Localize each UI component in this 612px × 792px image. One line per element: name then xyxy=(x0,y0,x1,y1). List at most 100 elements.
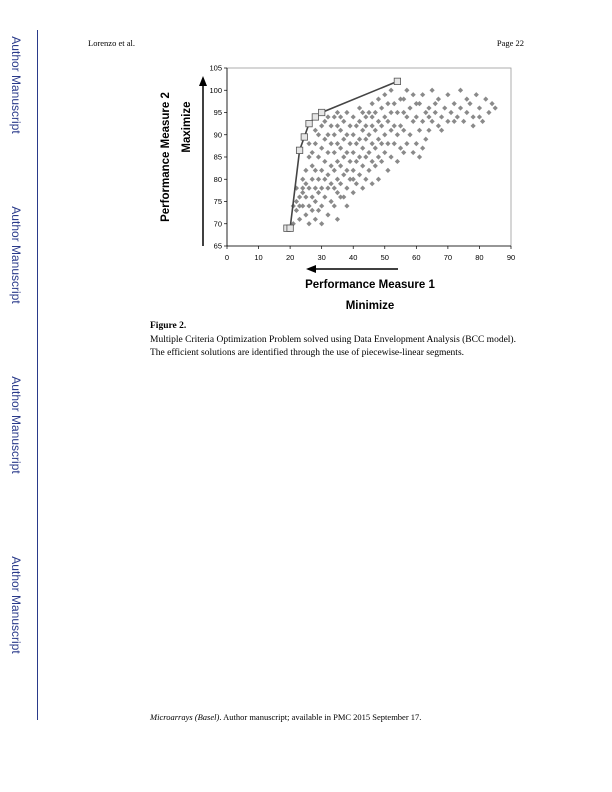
data-point xyxy=(426,127,432,133)
data-point xyxy=(413,101,419,107)
data-point xyxy=(360,127,366,133)
data-point xyxy=(360,109,366,116)
data-point xyxy=(334,158,341,165)
data-point xyxy=(385,118,391,124)
data-point xyxy=(344,149,350,156)
data-point xyxy=(404,114,410,120)
data-point xyxy=(331,167,337,173)
x-tick-label: 50 xyxy=(381,253,389,262)
data-point xyxy=(331,132,337,138)
data-point xyxy=(344,203,350,209)
data-point xyxy=(306,185,312,191)
data-point xyxy=(489,101,495,107)
data-point xyxy=(382,132,388,138)
data-point xyxy=(296,216,303,222)
efficient-point-marker xyxy=(295,146,304,154)
data-point xyxy=(382,149,388,156)
x-axis-subtitle: Minimize xyxy=(346,300,395,312)
data-point xyxy=(334,123,341,129)
data-point xyxy=(467,101,473,107)
data-point xyxy=(331,185,337,191)
scatter-plot: 65 70 75 80 85 90 95 100 105 0 10 20 30 40 50 60 70 80 90 P… xyxy=(160,64,515,312)
data-point xyxy=(344,185,350,191)
data-point xyxy=(410,149,416,156)
data-point xyxy=(322,118,328,124)
data-point xyxy=(341,136,347,142)
data-point xyxy=(341,118,347,124)
data-point xyxy=(334,216,341,222)
data-point xyxy=(416,101,423,107)
data-point xyxy=(334,141,341,147)
data-point xyxy=(303,212,309,218)
y-tick-label: 80 xyxy=(214,175,222,184)
data-point xyxy=(369,101,375,107)
data-point xyxy=(438,114,445,120)
running-head-author: Lorenzo et al. xyxy=(88,38,135,48)
data-point xyxy=(328,181,334,187)
data-point xyxy=(300,203,306,209)
sidebar-author-manuscript-label: Author Manuscript xyxy=(9,36,23,134)
data-point xyxy=(379,123,385,129)
sidebar-author-manuscript-label: Author Manuscript xyxy=(9,376,23,474)
data-point xyxy=(312,198,318,205)
data-point xyxy=(429,118,435,124)
data-point xyxy=(369,141,375,147)
x-axis-title: Performance Measure 1 xyxy=(305,279,435,291)
data-point xyxy=(464,96,470,102)
data-point xyxy=(432,109,438,116)
data-point xyxy=(391,101,397,107)
data-point xyxy=(306,221,312,227)
data-point xyxy=(473,92,479,98)
data-point xyxy=(353,123,359,129)
data-point xyxy=(322,136,328,142)
data-point xyxy=(360,163,366,169)
data-point xyxy=(300,176,306,182)
data-point xyxy=(338,181,344,187)
data-point xyxy=(401,149,407,156)
data-point xyxy=(391,141,397,147)
data-point xyxy=(347,123,353,129)
data-point xyxy=(350,190,356,196)
data-point xyxy=(379,141,385,147)
data-point xyxy=(328,198,334,205)
data-point xyxy=(328,141,334,147)
data-point xyxy=(363,154,369,160)
data-point xyxy=(379,105,385,111)
x-tick-label: 10 xyxy=(254,253,262,262)
data-point xyxy=(312,216,318,222)
data-point xyxy=(325,114,331,120)
data-point xyxy=(375,118,382,124)
data-point xyxy=(448,109,454,116)
data-point xyxy=(356,154,363,160)
data-point xyxy=(293,198,300,205)
data-point xyxy=(375,136,382,142)
data-point xyxy=(476,114,483,120)
data-point xyxy=(369,114,375,120)
data-point xyxy=(322,176,328,182)
running-head-page-number: Page 22 xyxy=(496,38,524,48)
data-point xyxy=(315,207,322,213)
data-point xyxy=(385,101,391,107)
y-axis-title: Performance Measure 2 xyxy=(160,92,172,222)
data-point xyxy=(366,109,372,116)
footer-availability: . Author manuscript; available in PMC 20… xyxy=(219,712,422,722)
data-point xyxy=(388,127,394,133)
data-point xyxy=(382,92,388,98)
data-point xyxy=(293,207,300,213)
data-point xyxy=(435,123,442,129)
data-point xyxy=(394,132,400,138)
x-tick-label: 60 xyxy=(412,253,420,262)
data-point xyxy=(483,96,489,102)
efficient-point-marker xyxy=(300,133,308,141)
data-point xyxy=(303,181,309,187)
data-point xyxy=(397,145,404,151)
data-point xyxy=(360,145,366,151)
data-point xyxy=(369,123,375,129)
data-point xyxy=(309,163,315,169)
data-point xyxy=(470,123,476,129)
data-point xyxy=(445,118,451,124)
data-point xyxy=(303,194,309,200)
figure-caption: Figure 2. Multiple Criteria Optimization… xyxy=(150,320,530,361)
data-point xyxy=(366,149,372,156)
data-point xyxy=(356,136,363,142)
